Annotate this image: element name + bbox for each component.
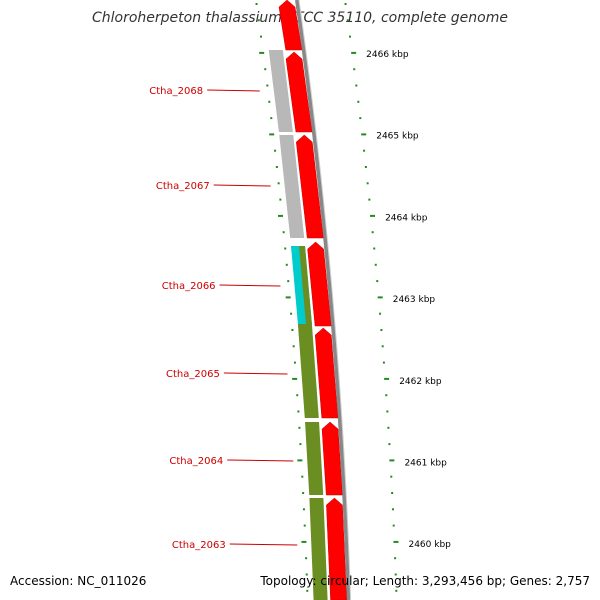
reverse-cds-ctha_2068 bbox=[268, 50, 293, 132]
forward-cds-2 bbox=[295, 134, 324, 239]
gene-label: Ctha_2066 bbox=[162, 281, 216, 292]
kbp-label: 2466 kbp bbox=[366, 50, 409, 60]
gene-label: Ctha_2063 bbox=[172, 540, 226, 551]
reverse-cds-ctha_2064 bbox=[305, 422, 324, 495]
gene-connector bbox=[223, 372, 288, 375]
kbp-label: 2461 kbp bbox=[404, 459, 447, 469]
gene-connector bbox=[227, 459, 294, 462]
gene-label: Ctha_2067 bbox=[156, 181, 210, 192]
topology-summary: Topology: circular; Length: 3,293,456 bp… bbox=[260, 574, 590, 588]
overlap-cds bbox=[298, 246, 312, 324]
kbp-label: 2460 kbp bbox=[408, 540, 451, 550]
reverse-cds-ctha_2065 bbox=[297, 324, 319, 418]
reverse-cds-ctha_2063 bbox=[309, 498, 328, 600]
accession-text: Accession: NC_011026 bbox=[10, 574, 147, 588]
gene-label: Ctha_2064 bbox=[169, 456, 223, 467]
gene-connector bbox=[207, 89, 260, 92]
reverse-cds-ctha_2067 bbox=[279, 135, 305, 238]
forward-cds-4 bbox=[314, 327, 339, 419]
forward-cds-5 bbox=[321, 421, 343, 496]
forward-cds-1 bbox=[285, 51, 313, 133]
gene-connector bbox=[229, 543, 298, 546]
kbp-label: 2463 kbp bbox=[393, 295, 436, 305]
backbone-line bbox=[295, 0, 351, 600]
kbp-label: 2465 kbp bbox=[376, 132, 419, 142]
forward-cds-0 bbox=[278, 0, 303, 51]
kbp-label: 2464 kbp bbox=[385, 213, 428, 223]
gene-connector bbox=[213, 184, 271, 187]
gene-label: Ctha_2065 bbox=[166, 369, 220, 380]
forward-cds-6 bbox=[326, 497, 347, 600]
gene-label: Ctha_2068 bbox=[149, 86, 203, 97]
forward-cds-3 bbox=[307, 241, 332, 327]
kbp-label: 2462 kbp bbox=[399, 377, 442, 387]
gene-connector bbox=[219, 284, 281, 287]
